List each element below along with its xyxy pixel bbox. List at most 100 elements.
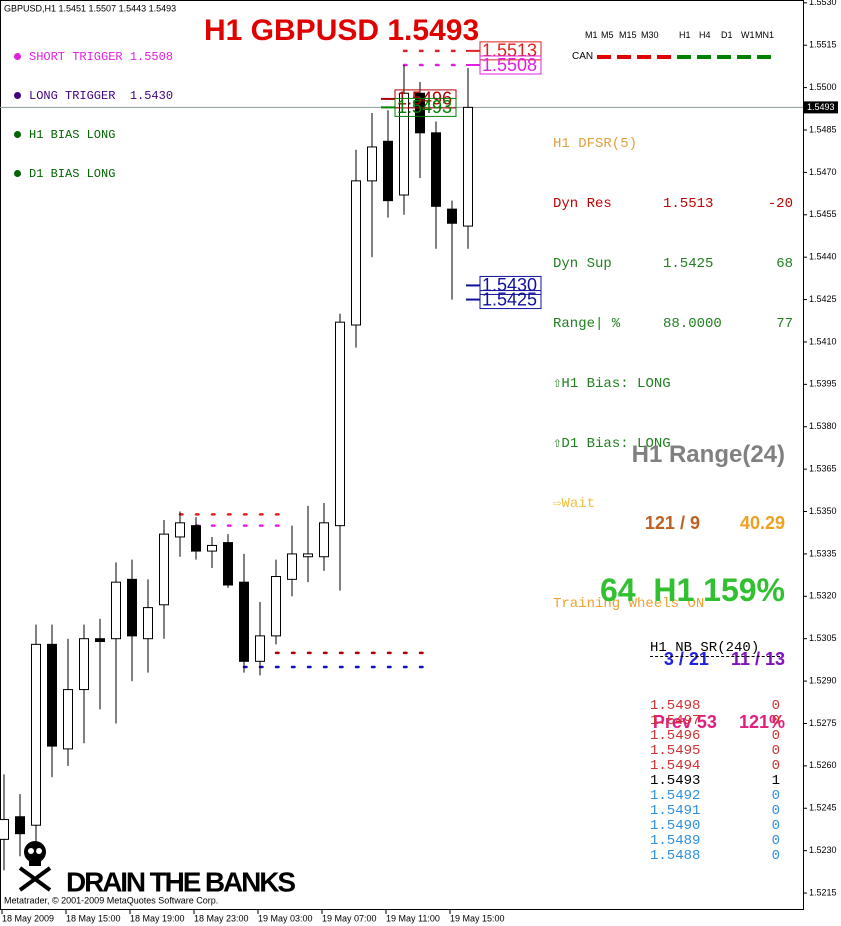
nb-sr-panel: H1 NB SR(240) 1.5498 0 1.5497 0 1.5496 0 1.549… <box>650 604 780 882</box>
level-label: 1.5425 <box>482 289 537 309</box>
nb-sr-row: 1.5489 0 <box>650 834 780 849</box>
legend-text: H1 BIAS LONG <box>29 128 116 142</box>
bias: ⇧H1 Bias: LONG <box>553 376 671 392</box>
y-tick-label: 1.5500 <box>809 82 837 92</box>
y-tick-label: 1.5440 <box>809 252 837 262</box>
timeframe-dash <box>737 55 751 59</box>
y-tick-label: 1.5335 <box>809 548 837 558</box>
nb-sr-row: 1.5494 0 <box>650 759 780 774</box>
cell: Dyn Res <box>553 196 612 212</box>
y-tick-label: 1.5530 <box>809 0 837 7</box>
cell: 0 <box>771 833 780 849</box>
x-tick-label: 18 May 19:00 <box>130 913 185 923</box>
range-main: 64 H1 159% <box>599 572 785 608</box>
level-box <box>479 41 542 61</box>
timeframe-label: D1 <box>721 30 733 40</box>
cell: 0 <box>771 713 780 729</box>
y-tick-label: 1.5230 <box>809 845 837 855</box>
cell: 0 <box>771 788 780 804</box>
x-tick-label: 19 May 07:00 <box>322 913 377 923</box>
cell: 1.5489 <box>650 833 701 849</box>
candle-body <box>351 180 361 326</box>
nb-sr-row: 1.5493 1 <box>650 774 780 789</box>
nb-sr-row: 1.5497 0 <box>650 714 780 729</box>
cell: 0 <box>771 818 780 834</box>
legend: SHORT TRIGGER 1.5508 LONG TRIGGER 1.5430… <box>14 25 173 194</box>
timeframe-dash <box>697 55 711 59</box>
candle-body <box>255 635 265 662</box>
y-tick-label: 1.5380 <box>809 421 837 431</box>
legend-item: D1 BIAS LONG <box>14 168 173 181</box>
candle-body <box>175 522 185 538</box>
legend-item: H1 BIAS LONG <box>14 129 173 142</box>
x-tick-label: 19 May 15:00 <box>450 913 505 923</box>
cell: 1.5497 <box>650 713 701 729</box>
nb-sr-table: 1.5498 0 1.5497 0 1.5496 0 1.5495 0 1.5494 0 1.549… <box>650 699 780 864</box>
timeframe-label: H1 <box>679 30 691 40</box>
nb-sr-row: 1.5491 0 <box>650 804 780 819</box>
candle-body <box>335 321 345 527</box>
timeframe-label: M5 <box>601 30 614 40</box>
candle-body <box>31 643 41 826</box>
nb-sr-title: H1 NB SR(240) <box>650 640 780 657</box>
row-label: CAN <box>572 51 594 62</box>
timeframe-label: W1 <box>741 30 755 40</box>
candle-body <box>159 533 169 606</box>
range-title: H1 Range(24) <box>631 441 785 468</box>
candle-body <box>399 92 409 196</box>
timeframe-dash <box>717 55 731 59</box>
x-tick-label: 19 May 11:00 <box>386 913 440 923</box>
signal: ⇨Wait <box>553 496 596 512</box>
timeframe-dash <box>617 55 631 59</box>
level-box <box>479 55 542 75</box>
x-tick-label: 18 May 2009 <box>2 913 54 923</box>
timeframe-label: H4 <box>699 30 711 40</box>
legend-item: LONG TRIGGER 1.5430 <box>14 90 173 103</box>
y-tick-label: 1.5455 <box>809 209 837 219</box>
legend-text: LONG TRIGGER 1.5430 <box>29 89 174 103</box>
candle-body <box>287 553 297 580</box>
cell: -20 <box>767 196 793 212</box>
timeframe-dash <box>637 55 651 59</box>
y-tick-label: 1.5425 <box>809 294 837 304</box>
cell: 1.5491 <box>650 803 701 819</box>
logo-text: DRAIN THE BANKS <box>66 866 296 897</box>
cell: 77 <box>776 316 793 332</box>
dfsr-row: Dyn Res 1.5513 -20 <box>553 194 793 214</box>
nb-sr-row: 1.5498 0 <box>650 699 780 714</box>
candle-body <box>191 525 201 552</box>
cell: 1.5488 <box>650 848 701 864</box>
x-tick-label: 18 May 15:00 <box>66 913 121 923</box>
x-tick-label: 19 May 03:00 <box>258 913 313 923</box>
dfsr-row: Dyn Sup 1.5425 68 <box>553 254 793 274</box>
timeframe-dash <box>677 55 691 59</box>
prev-pct: 121% <box>738 712 785 732</box>
y-tick-label: 1.5365 <box>809 464 837 474</box>
candle-body <box>79 638 89 691</box>
timeframe-label: M1 <box>585 30 598 40</box>
y-tick-label: 1.5395 <box>809 379 837 389</box>
candle-body <box>271 576 281 637</box>
candle-body <box>367 146 377 182</box>
cell: 0 <box>771 698 780 714</box>
y-tick-label: 1.5305 <box>809 633 837 643</box>
candle-body <box>111 581 121 640</box>
candle-body <box>415 92 425 134</box>
cell: 68 <box>776 256 793 272</box>
timeframe-bar: CAN M1 M5 M15 M30 H1 H4 D1 W1 MN1 <box>572 30 774 62</box>
candle-body <box>143 607 153 640</box>
cell: 1.5493 <box>650 773 701 789</box>
cell: 1.5498 <box>650 698 701 714</box>
cell: 1.5425 <box>663 256 714 272</box>
cell: 0 <box>771 728 780 744</box>
count-b: 11 / 13 <box>730 649 785 669</box>
y-tick-label: 1.5320 <box>809 591 837 601</box>
dfsr-row: Range| % 88.0000 77 <box>553 314 793 334</box>
level-label: 1.5508 <box>482 55 537 75</box>
nb-sr-row: 1.5492 0 <box>650 789 780 804</box>
y-tick-label: 1.5275 <box>809 718 837 728</box>
candle-body <box>463 106 473 227</box>
y-tick-label: 1.5290 <box>809 675 837 685</box>
dfsr-title: H1 DFSR(5) <box>553 136 638 152</box>
candle-body <box>127 578 137 637</box>
